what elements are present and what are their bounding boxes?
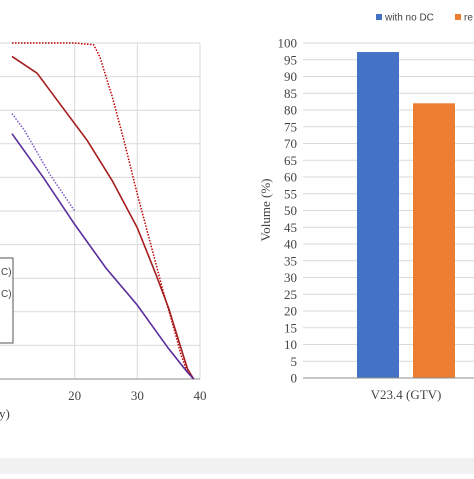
right-y-tick-label: 15 [284,320,297,335]
left-legend: C) C) [0,257,14,344]
footer-strip [0,458,474,474]
right-y-tick-label: 25 [284,287,297,302]
left-gridlines [0,42,201,380]
right-legend-swatch [376,14,382,20]
right-y-tick-label: 50 [284,203,297,218]
right-y-tick-label: 0 [291,371,298,386]
left-legend-label: C) [1,267,12,278]
right-y-tick-label: 10 [284,337,297,352]
right-y-tick-label: 55 [284,186,297,201]
right-y-axis: 0510152025303540455055606570758085909510… [278,36,298,386]
right-y-tick-label: 100 [278,36,298,51]
right-y-axis-title: Volume (%) [258,179,273,242]
right-y-tick-label: 40 [284,237,297,252]
right-y-tick-label: 5 [291,354,298,369]
right-legend: with no DC re [376,13,473,24]
right-y-tick-label: 65 [284,153,297,168]
left-series-line-4 [11,133,195,380]
left-series-line-2 [11,55,195,380]
left-legend-label: C) [1,289,12,300]
right-y-tick-label: 85 [284,86,297,101]
right-legend-label: with no DC [384,13,434,24]
right-y-tick-label: 60 [284,170,297,185]
right-y-tick-label: 90 [284,69,297,84]
left-x-tick-label: 20 [68,388,81,403]
right-y-tick-label: 45 [284,220,297,235]
right-y-tick-label: 30 [284,270,297,285]
left-x-axis-label: y) [0,406,10,421]
right-legend-label: re [464,13,473,24]
right-x-category-label: V23.4 (GTV) [371,387,442,402]
left-series-line-1 [12,42,195,380]
right-y-tick-label: 80 [284,103,297,118]
bar-1 [357,52,399,379]
left-series-lines [11,42,195,380]
left-legend-box [0,257,14,344]
right-y-tick-label: 70 [284,136,297,151]
dvh-line-chart: 20 30 40 C) C) y) [0,42,207,421]
bar-2 [413,103,455,379]
left-series-line-3 [11,113,76,212]
right-bars [357,52,455,379]
left-x-axis: 20 30 40 [0,378,207,403]
left-x-tick-label: 30 [131,388,144,403]
right-y-tick-label: 35 [284,253,297,268]
right-y-tick-label: 75 [284,119,297,134]
left-x-tick-label: 40 [194,388,207,403]
right-legend-swatch [455,14,461,20]
right-x-axis: V23.4 (GTV) [303,377,474,402]
volume-bar-chart: 0510152025303540455055606570758085909510… [258,13,474,402]
right-y-tick-label: 20 [284,304,297,319]
right-y-tick-label: 95 [284,52,297,67]
